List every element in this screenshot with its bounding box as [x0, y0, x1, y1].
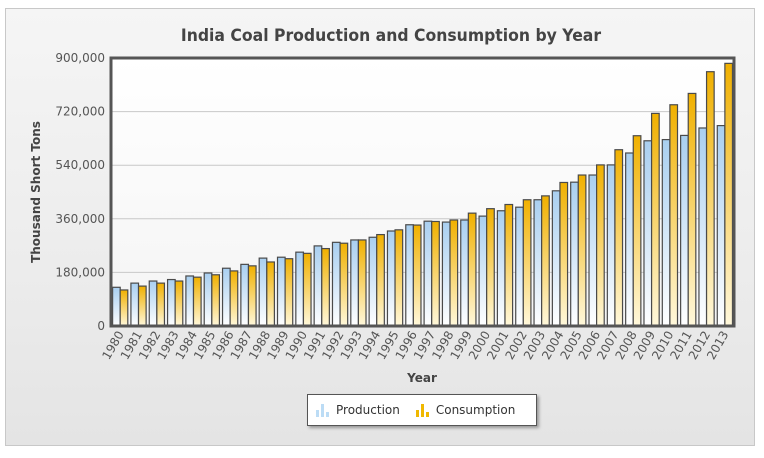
bar-consumption[interactable] [650, 112, 660, 327]
bar-consumption[interactable] [357, 239, 367, 327]
legend: Production Consumption [307, 394, 537, 426]
bar-consumption[interactable] [119, 289, 129, 327]
y-tick-label: 900,000 [55, 51, 105, 65]
x-axis-label: Year [406, 371, 437, 385]
bar-consumption[interactable] [687, 92, 697, 327]
bar-consumption[interactable] [302, 252, 312, 327]
bar-consumption[interactable] [192, 276, 202, 327]
bar-consumption[interactable] [412, 224, 422, 327]
bar-production[interactable] [295, 251, 305, 327]
bar-consumption[interactable] [596, 164, 605, 327]
bar-consumption[interactable] [449, 219, 459, 327]
bar-production[interactable] [478, 215, 488, 327]
bar-production[interactable] [643, 140, 653, 327]
bar-production[interactable] [166, 278, 176, 327]
bar-consumption[interactable] [229, 270, 239, 327]
bar-consumption[interactable] [541, 195, 550, 327]
bar-production[interactable] [221, 267, 231, 327]
bar-production[interactable] [625, 152, 634, 327]
bar-consumption[interactable] [522, 199, 532, 327]
bar-production[interactable] [405, 224, 414, 327]
bar-production[interactable] [258, 257, 268, 327]
bar-chart-icon [316, 403, 330, 417]
bar-production[interactable] [460, 219, 469, 327]
bar-production[interactable] [111, 286, 121, 327]
bar-consumption[interactable] [394, 229, 404, 327]
bar-production[interactable] [570, 181, 579, 327]
bar-consumption[interactable] [467, 212, 477, 327]
bar-production[interactable] [240, 263, 250, 327]
bar-production[interactable] [441, 221, 451, 327]
legend-item-consumption[interactable]: Consumption [415, 403, 516, 417]
bar-consumption[interactable] [614, 149, 624, 327]
y-tick-label: 720,000 [55, 105, 105, 119]
bar-consumption[interactable] [211, 274, 221, 327]
bar-consumption[interactable] [632, 135, 642, 327]
bar-consumption[interactable] [376, 233, 385, 327]
bar-production[interactable] [350, 239, 360, 327]
bar-production[interactable] [515, 206, 524, 327]
x-axis-ticks: 1980198119821983198419851986198719881989… [99, 329, 731, 362]
bar-consumption[interactable] [284, 258, 294, 327]
y-tick-label: 540,000 [55, 158, 105, 172]
legend-label-consumption: Consumption [435, 403, 516, 417]
bar-consumption[interactable] [577, 174, 587, 327]
bar-consumption[interactable] [137, 285, 147, 327]
bar-consumption[interactable] [486, 208, 495, 327]
legend-label-production: Production [336, 403, 400, 417]
bar-production[interactable] [276, 256, 286, 327]
bar-consumption[interactable] [705, 71, 715, 327]
bar-production[interactable] [606, 164, 616, 327]
bar-production[interactable] [313, 245, 323, 327]
bar-production[interactable] [551, 190, 561, 327]
bar-production[interactable] [423, 220, 433, 327]
bar-consumption[interactable] [247, 265, 257, 327]
bar-production[interactable] [203, 272, 213, 327]
plot-border [109, 56, 736, 328]
bar-production[interactable] [386, 230, 396, 327]
legend-item-production[interactable]: Production [316, 403, 400, 417]
bar-production[interactable] [130, 282, 140, 327]
y-tick-label: 360,000 [55, 212, 105, 226]
bar-consumption[interactable] [431, 220, 440, 327]
bar-consumption[interactable] [559, 181, 569, 327]
chart-title: India Coal Production and Consumption by… [180, 26, 602, 46]
bar-production[interactable] [533, 199, 543, 327]
y-axis-label: Thousand Short Tons [29, 121, 43, 263]
y-tick-label: 180,000 [55, 265, 105, 279]
bar-consumption[interactable] [174, 280, 184, 327]
y-tick-label: 0 [97, 319, 105, 333]
bar-production[interactable] [698, 127, 708, 327]
bar-consumption[interactable] [156, 282, 166, 327]
bar-production[interactable] [716, 124, 726, 327]
bar-consumption[interactable] [339, 242, 349, 327]
bar-consumption[interactable] [504, 203, 514, 327]
bar-production[interactable] [496, 210, 506, 327]
bar-production[interactable] [148, 280, 158, 327]
bar-production[interactable] [588, 174, 598, 327]
bar-consumption[interactable] [669, 104, 679, 327]
bar-consumption[interactable] [321, 247, 330, 327]
bar-production[interactable] [680, 134, 689, 327]
bar-production[interactable] [368, 236, 378, 327]
bar-production[interactable] [185, 275, 195, 327]
bar-production[interactable] [331, 241, 341, 327]
bar-consumption[interactable] [266, 261, 275, 327]
bar-production[interactable] [661, 138, 671, 327]
bar-chart-icon [415, 403, 430, 417]
y-axis-ticks: 0 180,000 360,000 540,000 720,000 900,000 [55, 51, 105, 333]
bar-consumption[interactable] [724, 62, 734, 327]
